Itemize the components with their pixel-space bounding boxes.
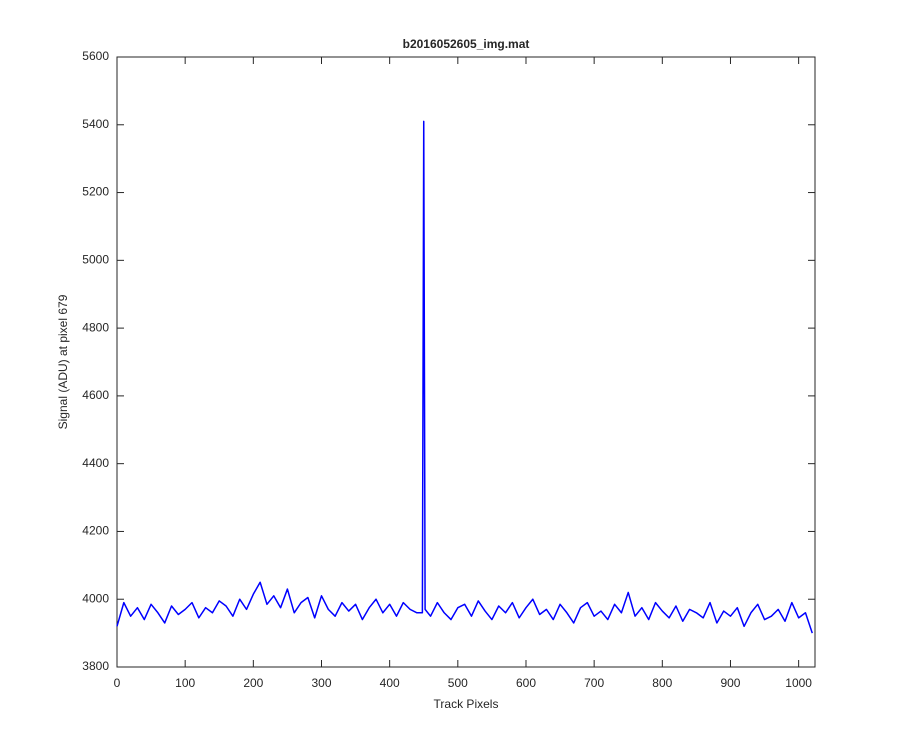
- y-tick-label: 4200: [82, 524, 109, 538]
- x-tick-label: 600: [516, 676, 536, 690]
- y-tick-label: 5600: [82, 49, 109, 63]
- y-tick-label: 5200: [82, 185, 109, 199]
- axes-box: [116, 56, 816, 668]
- x-tick-label: 400: [380, 676, 400, 690]
- y-tick-label: 3800: [82, 659, 109, 673]
- x-axis-label: Track Pixels: [434, 697, 499, 711]
- x-tick-label: 100: [175, 676, 195, 690]
- chart-title: b2016052605_img.mat: [403, 37, 530, 51]
- x-tick-label: 300: [311, 676, 331, 690]
- x-tick-label: 500: [448, 676, 468, 690]
- y-tick-label: 4000: [82, 591, 109, 605]
- x-tick-label: 0: [114, 676, 121, 690]
- y-tick-label: 5000: [82, 253, 109, 267]
- x-tick-label: 700: [584, 676, 604, 690]
- x-tick-label: 800: [652, 676, 672, 690]
- y-tick-label: 4600: [82, 388, 109, 402]
- x-tick-label: 1000: [785, 676, 812, 690]
- y-tick-label: 4400: [82, 456, 109, 470]
- y-tick-label: 5400: [82, 117, 109, 131]
- data-line: [116, 120, 813, 634]
- x-tick-label: 900: [720, 676, 740, 690]
- x-tick-label: 200: [243, 676, 263, 690]
- y-tick-label: 4800: [82, 320, 109, 334]
- y-axis-label: Signal (ADU) at pixel 679: [56, 294, 70, 429]
